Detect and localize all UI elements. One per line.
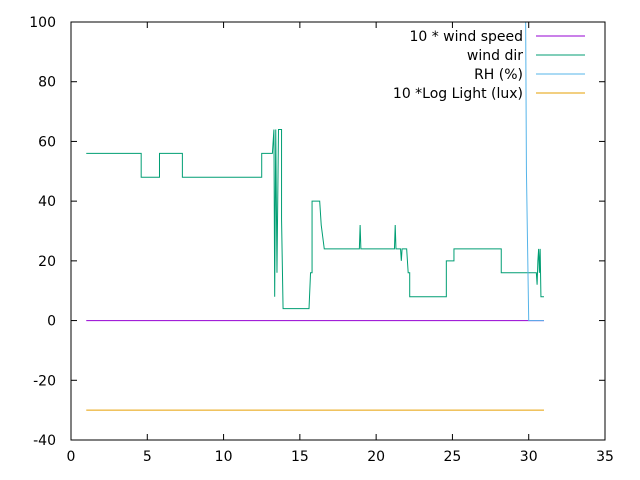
legend-label: 10 * wind speed	[409, 29, 523, 45]
y-tick-label: 100	[29, 15, 56, 31]
y-tick-label: 60	[38, 134, 56, 150]
y-tick-label: 80	[38, 75, 56, 91]
legend-label: wind dir	[467, 48, 523, 64]
y-tick-label: -40	[33, 433, 56, 449]
series-layer	[86, 21, 544, 411]
x-tick-label: 25	[444, 449, 462, 465]
legend: 10 * wind speed wind dir RH (%) 10 *Log Lig…	[393, 29, 585, 102]
ticks-layer: 0 5 10 15 20 25 30 35 -40 -20 0 20 40 60 80 100	[29, 15, 614, 465]
y-tick-label: 40	[38, 194, 56, 210]
x-tick-label: 20	[367, 449, 385, 465]
plot-frame	[70, 21, 606, 441]
series-line-2	[525, 21, 544, 322]
y-tick-label: 20	[38, 254, 56, 270]
x-tick-label: 5	[143, 449, 152, 465]
x-tick-label: 30	[520, 449, 538, 465]
legend-label: RH (%)	[474, 67, 523, 83]
y-tick-label: -20	[33, 373, 56, 389]
x-tick-label: 10	[215, 449, 233, 465]
x-tick-label: 15	[291, 449, 309, 465]
series-line-1	[86, 128, 544, 310]
x-tick-label: 35	[596, 449, 614, 465]
y-tick-label: 0	[47, 314, 56, 330]
legend-label: 10 *Log Light (lux)	[393, 86, 523, 102]
x-tick-label: 0	[67, 449, 76, 465]
